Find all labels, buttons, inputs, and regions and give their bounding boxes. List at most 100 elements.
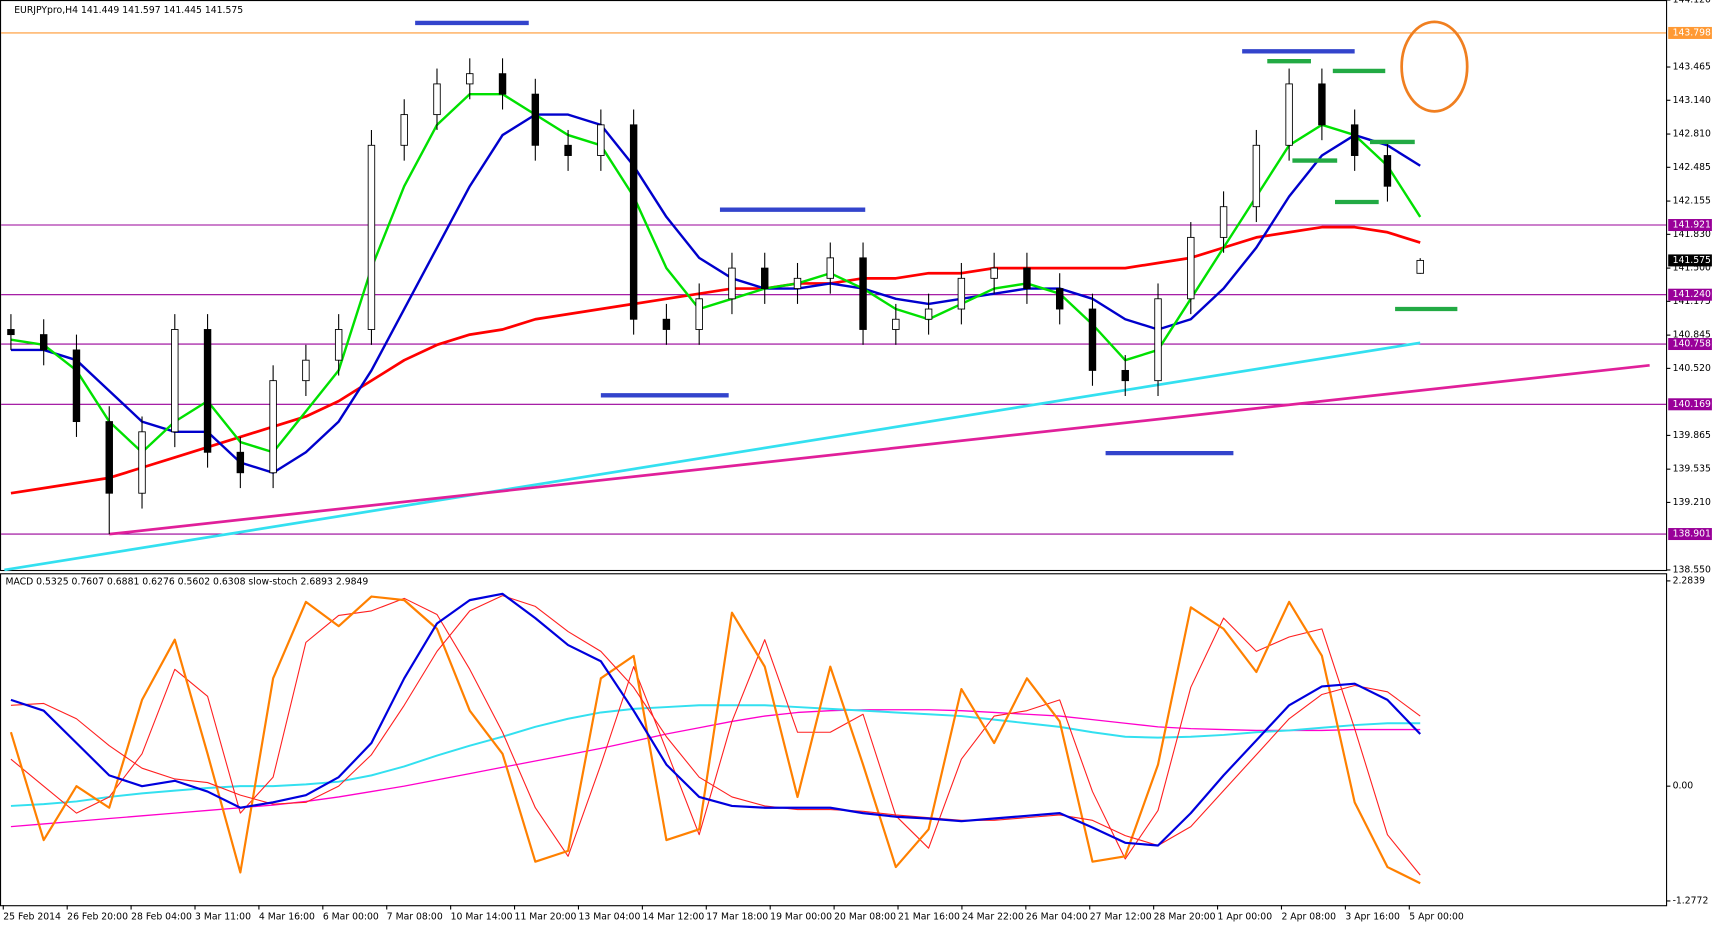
low: 141.445 <box>164 4 202 15</box>
candle-body <box>1318 83 1326 126</box>
level-label-box <box>1668 338 1712 351</box>
current-price-box <box>1668 254 1712 267</box>
y-tick-label: 141.175 <box>1673 296 1711 307</box>
candle-body <box>269 380 277 474</box>
candle-body <box>859 257 867 330</box>
y-tick-label: 143.465 <box>1673 62 1711 73</box>
level-label: 141.921 <box>1673 220 1711 231</box>
candle-body <box>1088 308 1097 371</box>
x-tick-label: 27 Mar 12:00 <box>1090 912 1152 923</box>
x-tick-label: 13 Mar 04:00 <box>578 912 640 923</box>
candle-body <box>39 334 48 351</box>
candle-body <box>466 73 474 85</box>
level-label-box <box>1668 288 1712 301</box>
x-tick-label: 28 Mar 20:00 <box>1154 912 1216 923</box>
x-tick-label: 20 Mar 08:00 <box>834 912 896 923</box>
candle-body <box>7 329 15 336</box>
y-tick-label: 138.550 <box>1673 564 1711 575</box>
trend-line <box>109 363 1650 536</box>
analysis-marks <box>415 20 1469 456</box>
level-label: 141.240 <box>1673 289 1711 300</box>
x-tick-label: 14 Mar 12:00 <box>642 912 704 923</box>
trend-line <box>4 341 1421 572</box>
level-label-box <box>1668 528 1712 541</box>
candle-body <box>1383 155 1392 187</box>
x-tick-label: 28 Feb 04:00 <box>131 912 192 923</box>
x-tick-label: 5 Apr 00:00 <box>1409 912 1464 923</box>
candle-body <box>761 267 769 289</box>
candle-body <box>1416 259 1424 274</box>
x-tick-label: 11 Mar 20:00 <box>515 912 577 923</box>
y-tick-label: 2.2839 <box>1673 575 1706 586</box>
candle-body <box>334 329 343 361</box>
x-tick-label: 25 Feb 2014 <box>3 912 61 923</box>
y-tick-label: -1.2772 <box>1673 895 1709 906</box>
indicator-header: MACD 0.5325 0.7607 0.6881 0.6276 0.5602 … <box>5 576 368 587</box>
y-tick-label: 144.120 <box>1673 0 1711 5</box>
y-tick-label: 143.140 <box>1673 95 1711 106</box>
candle-body <box>597 124 605 156</box>
y-tick-label: 142.810 <box>1673 129 1711 140</box>
candle-body <box>1219 206 1228 238</box>
level-label-box <box>1668 26 1712 39</box>
candle-body <box>367 144 376 330</box>
symbol: EURJPYpro,H4 <box>14 4 78 15</box>
y-tick-label: 139.210 <box>1673 497 1711 508</box>
candle-body <box>892 318 900 330</box>
y-tick-label: 141.830 <box>1673 229 1711 240</box>
candle-body <box>105 421 113 494</box>
candle-body <box>1252 144 1261 208</box>
y-tick-label: 140.845 <box>1673 330 1711 341</box>
open: 141.449 <box>81 4 119 15</box>
indicator-line <box>10 225 1421 495</box>
candle-body <box>1154 298 1162 382</box>
x-tick-label: 10 Mar 14:00 <box>451 912 513 923</box>
candle-body <box>531 93 540 146</box>
x-tick-label: 26 Mar 04:00 <box>1026 912 1088 923</box>
indicator-line <box>10 595 1421 847</box>
candle-body <box>236 451 245 474</box>
current-price-label: 141.575 <box>1673 255 1711 266</box>
candle-body <box>629 124 638 320</box>
x-tick-label: 24 Mar 22:00 <box>962 912 1024 923</box>
x-tick-label: 17 Mar 18:00 <box>706 912 768 923</box>
candle-body <box>662 318 671 330</box>
level-label: 140.169 <box>1673 399 1711 410</box>
level-label: 143.798 <box>1673 27 1711 38</box>
x-tick-label: 3 Mar 11:00 <box>195 912 251 923</box>
y-tick-label: 141.500 <box>1673 263 1711 274</box>
level-label-box <box>1668 219 1712 232</box>
x-tick-label: 26 Feb 20:00 <box>67 912 128 923</box>
level-label-box <box>1668 398 1712 411</box>
candle-body <box>72 349 81 423</box>
level-label: 140.758 <box>1673 339 1711 350</box>
candle-body <box>564 144 572 156</box>
candle-body <box>1285 83 1293 146</box>
candle-body <box>1023 267 1031 289</box>
x-tick-label: 2 Apr 08:00 <box>1281 912 1336 923</box>
candle-body <box>138 431 146 494</box>
level-label: 138.901 <box>1673 529 1711 540</box>
candle-body <box>302 359 310 382</box>
indicator-line <box>10 113 1421 474</box>
candle-body <box>728 267 736 300</box>
candle-body <box>498 73 507 95</box>
x-tick-label: 4 Mar 16:00 <box>259 912 315 923</box>
x-tick-label: 3 Apr 16:00 <box>1345 912 1400 923</box>
candle-body <box>924 308 933 320</box>
close: 141.575 <box>205 4 243 15</box>
y-tick-label: 139.865 <box>1673 430 1711 441</box>
candle-body <box>1350 124 1359 156</box>
candle-body <box>1187 236 1195 300</box>
indicator-line <box>10 592 1422 847</box>
candle-body <box>793 277 802 289</box>
y-tick-label: 142.155 <box>1673 196 1711 207</box>
indicator-line <box>10 704 1421 807</box>
indicator-line <box>9 595 1421 885</box>
candle-body <box>400 114 408 146</box>
candle-body <box>695 298 703 330</box>
x-tick-label: 7 Mar 08:00 <box>387 912 443 923</box>
x-tick-label: 19 Mar 00:00 <box>770 912 832 923</box>
